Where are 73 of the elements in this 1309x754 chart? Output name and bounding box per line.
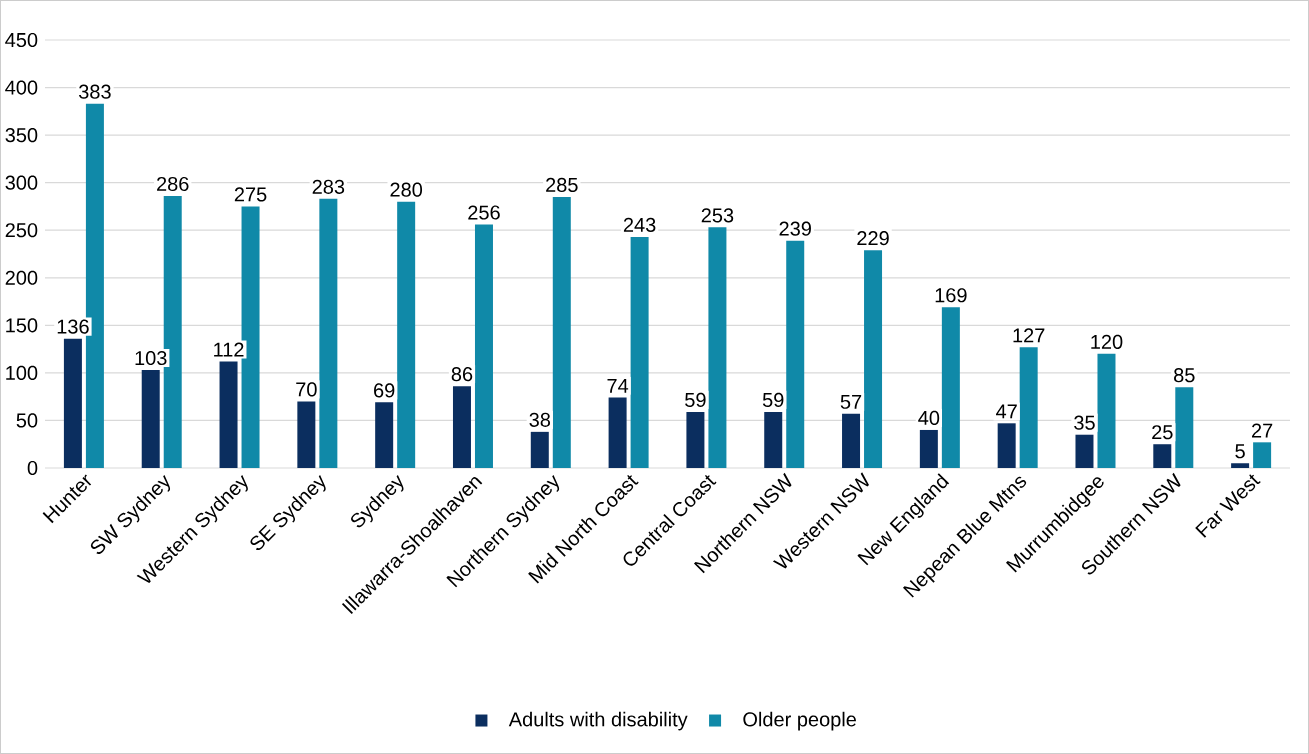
data-label: 285 [546, 177, 578, 192]
data-label: 25 [1152, 425, 1173, 440]
bar [786, 240, 805, 468]
data-label: 243 [623, 217, 656, 232]
data-label: 239 [779, 221, 811, 236]
bar [552, 196, 571, 468]
y-tick-label: 450 [5, 32, 38, 48]
bar [63, 338, 82, 468]
bar [941, 307, 960, 468]
bar [141, 370, 160, 468]
y-tick-label: 400 [5, 80, 38, 95]
data-label: 169 [935, 288, 967, 303]
data-label: 283 [312, 179, 345, 194]
bar [919, 429, 938, 468]
bar [219, 361, 238, 468]
data-label: 253 [701, 208, 734, 223]
bar [297, 401, 316, 468]
data-label: 35 [1074, 415, 1095, 430]
data-label: 136 [57, 319, 89, 334]
y-tick-label: 150 [6, 318, 38, 333]
data-label: 47 [996, 404, 1017, 419]
data-label: 120 [1091, 334, 1123, 349]
y-tick-label: 100 [6, 365, 38, 380]
data-label: 5 [1235, 444, 1245, 459]
bar [1097, 353, 1116, 468]
bar [397, 201, 416, 468]
data-label: 70 [296, 382, 317, 397]
data-label: 256 [468, 205, 500, 220]
bar [1231, 463, 1250, 468]
data-label: 103 [135, 350, 167, 366]
y-tick-label: 0 [27, 460, 38, 476]
bar [1253, 442, 1272, 468]
data-label: 59 [762, 392, 784, 407]
y-tick-label: 250 [5, 223, 38, 238]
bar [864, 250, 883, 468]
y-tick-label: 350 [5, 128, 38, 143]
data-label: 86 [451, 367, 473, 382]
data-label: 112 [214, 342, 244, 357]
bar [608, 397, 627, 468]
y-tick-label: 200 [5, 270, 38, 285]
data-label: 38 [529, 412, 551, 427]
bar [1019, 347, 1038, 468]
data-label: 280 [390, 182, 423, 197]
bar [842, 413, 861, 468]
bar [686, 411, 705, 468]
data-label: 286 [157, 176, 189, 192]
legend-label: Older people [743, 711, 856, 731]
data-label: 59 [685, 392, 706, 407]
bar [630, 236, 649, 468]
bar [764, 411, 783, 468]
data-label: 85 [1174, 368, 1195, 383]
bar [1075, 434, 1094, 468]
bar [1153, 444, 1172, 468]
bar [1175, 387, 1194, 468]
data-label: 57 [840, 394, 862, 409]
data-label: 127 [1013, 328, 1045, 343]
data-label: 69 [374, 383, 395, 398]
legend-label: Adults with disability [508, 711, 688, 731]
data-label: 275 [234, 187, 267, 202]
bar [375, 402, 394, 468]
bar [530, 431, 549, 468]
data-label: 74 [607, 378, 629, 393]
bar [708, 227, 727, 468]
bar [319, 198, 338, 468]
bar [474, 224, 493, 468]
y-tick-label: 300 [5, 175, 38, 190]
data-label: 27 [1251, 423, 1273, 438]
bar [997, 423, 1016, 468]
data-label: 40 [918, 410, 940, 426]
data-label: 383 [78, 84, 111, 99]
bar [452, 386, 471, 468]
data-label: 229 [857, 231, 889, 246]
y-tick-label: 50 [16, 413, 38, 428]
